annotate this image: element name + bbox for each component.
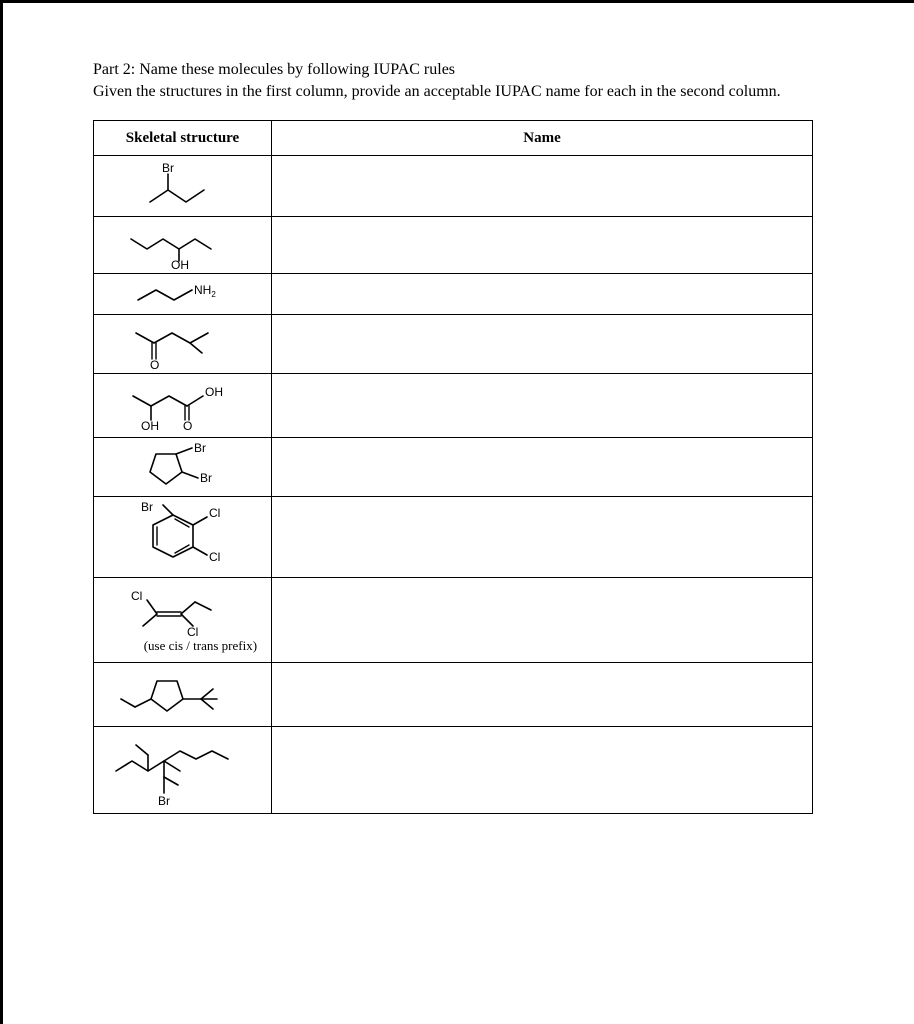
structure-cell-7: Br Cl Cl [94, 497, 272, 578]
table-row: Br [94, 156, 813, 217]
structure-7-svg: Br Cl Cl [123, 501, 243, 573]
label-br: Br [162, 161, 174, 175]
name-cell-9[interactable] [272, 663, 813, 727]
label-br1: Br [194, 442, 206, 455]
structure-cell-4: O [94, 315, 272, 374]
header-name: Name [272, 121, 813, 156]
name-cell-6[interactable] [272, 438, 813, 497]
structure-cell-9 [94, 663, 272, 727]
structure-6-svg: Br Br [128, 442, 238, 492]
label-br2: Br [200, 471, 212, 485]
structure-cell-10: Br [94, 727, 272, 814]
label-cl-bottom: Cl [187, 625, 198, 636]
label-cl-bot: Cl [209, 550, 220, 564]
structure-9-svg [113, 667, 253, 722]
table-row [94, 663, 813, 727]
table-row: Br Br [94, 438, 813, 497]
label-cl-left: Cl [131, 589, 142, 603]
name-cell-10[interactable] [272, 727, 813, 814]
name-cell-1[interactable] [272, 156, 813, 217]
structure-cell-3: NH2 [94, 274, 272, 315]
name-cell-4[interactable] [272, 315, 813, 374]
structure-10-svg: Br [108, 731, 258, 809]
name-cell-2[interactable] [272, 217, 813, 274]
table-row: Br [94, 727, 813, 814]
instructions: Part 2: Name these molecules by followin… [93, 59, 874, 102]
label-oh-bottom: OH [141, 419, 159, 433]
worksheet-table: Skeletal structure Name Br [93, 120, 813, 814]
name-cell-7[interactable] [272, 497, 813, 578]
label-br-ring: Br [141, 501, 153, 514]
label-nh2: NH2 [194, 283, 216, 299]
structure-1-svg: Br [138, 160, 228, 212]
structure-5-svg: OH OH O [123, 378, 243, 433]
table-row: Cl Cl (use cis / trans prefix) [94, 578, 813, 663]
structure-2-svg: OH [123, 221, 243, 269]
name-cell-8[interactable] [272, 578, 813, 663]
header-structure: Skeletal structure [94, 121, 272, 156]
structure-cell-2: OH [94, 217, 272, 274]
instructions-line1: Part 2: Name these molecules by followin… [93, 61, 455, 78]
label-o-bottom: O [183, 419, 192, 433]
structure-3-svg: NH2 [128, 278, 238, 310]
structure-cell-6: Br Br [94, 438, 272, 497]
row8-note: (use cis / trans prefix) [100, 636, 265, 654]
table-row: Br Cl Cl [94, 497, 813, 578]
structure-cell-5: OH OH O [94, 374, 272, 438]
table-row: O [94, 315, 813, 374]
label-oh: OH [171, 258, 189, 269]
page: Part 2: Name these molecules by followin… [0, 0, 914, 1024]
label-o: O [150, 358, 159, 369]
label-br-bottom: Br [158, 794, 170, 808]
structure-8-svg: Cl Cl [113, 586, 253, 636]
table-row: OH [94, 217, 813, 274]
row8-note-text: (use cis / trans prefix) [144, 638, 257, 653]
table-row: OH OH O [94, 374, 813, 438]
table-header-row: Skeletal structure Name [94, 121, 813, 156]
instructions-line2: Given the structures in the first column… [93, 83, 781, 100]
structure-cell-8: Cl Cl (use cis / trans prefix) [94, 578, 272, 663]
label-oh-right: OH [205, 385, 223, 399]
structure-4-svg: O [128, 319, 238, 369]
name-cell-5[interactable] [272, 374, 813, 438]
structure-cell-1: Br [94, 156, 272, 217]
name-cell-3[interactable] [272, 274, 813, 315]
table-row: NH2 [94, 274, 813, 315]
label-cl-top: Cl [209, 506, 220, 520]
